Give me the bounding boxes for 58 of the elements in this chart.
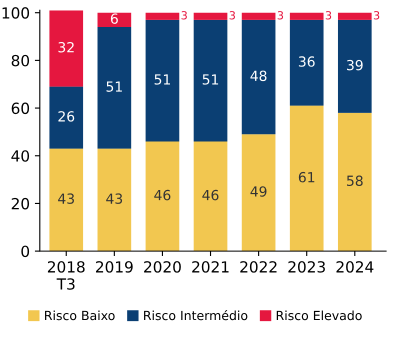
data-label: 3 <box>374 11 380 20</box>
data-label: 61 <box>298 172 314 182</box>
bar <box>338 12 372 20</box>
x-tick-label: 2022 <box>240 261 277 273</box>
data-label: 36 <box>298 56 315 67</box>
legend-label: Risco Baixo <box>45 310 115 320</box>
y-tick-label: 60 <box>12 102 30 114</box>
data-label: 46 <box>202 190 218 200</box>
bar <box>98 27 132 149</box>
bar <box>49 86 84 149</box>
data-label: 43 <box>58 193 74 204</box>
data-label: 51 <box>154 74 170 85</box>
y-tick-label: 20 <box>12 198 30 210</box>
bar <box>242 20 276 134</box>
data-label: 32 <box>58 42 74 52</box>
data-label: 26 <box>58 111 74 122</box>
data-label: 3 <box>278 11 284 20</box>
bar <box>146 12 180 20</box>
x-tick-label: 2023 <box>288 261 325 273</box>
data-label: 39 <box>347 60 363 70</box>
bar <box>242 12 276 20</box>
bar <box>290 20 324 106</box>
bar <box>290 106 324 252</box>
bar <box>194 12 228 20</box>
legend-label: Risco Intermédio <box>144 310 248 320</box>
x-tick-label: 2020 <box>144 261 181 273</box>
data-label: 3 <box>230 11 235 20</box>
data-label: 49 <box>250 186 266 197</box>
x-tick-label: 2019 <box>96 261 133 273</box>
bar <box>290 12 324 20</box>
data-label: 3 <box>182 11 187 20</box>
y-tick-label: 0 <box>21 246 30 258</box>
legend-label: Risco Elevado <box>276 310 362 320</box>
bar <box>49 10 84 87</box>
data-label: 51 <box>106 82 122 92</box>
x-tick-label: 2024 <box>336 261 374 273</box>
y-tick-label: 80 <box>12 54 30 66</box>
bar <box>146 20 180 142</box>
bar <box>338 20 372 113</box>
bar <box>242 134 276 252</box>
data-label: 46 <box>154 190 170 200</box>
data-label: 51 <box>202 74 218 85</box>
bar <box>49 148 84 252</box>
y-tick-label: 100 <box>2 7 30 19</box>
x-tick-label: 2018 T3 <box>48 261 85 290</box>
data-label: 48 <box>250 70 267 82</box>
data-label: 43 <box>106 193 122 204</box>
y-tick-label: 40 <box>11 150 30 162</box>
bar <box>338 112 372 252</box>
data-label: 58 <box>347 176 363 186</box>
bar <box>194 20 228 142</box>
bar <box>194 141 228 252</box>
data-label: 3 <box>326 11 332 20</box>
x-tick-label: 2021 <box>192 261 229 273</box>
data-label: 6 <box>110 13 118 24</box>
bar <box>98 148 132 252</box>
bar <box>98 12 132 28</box>
bar <box>146 141 180 252</box>
